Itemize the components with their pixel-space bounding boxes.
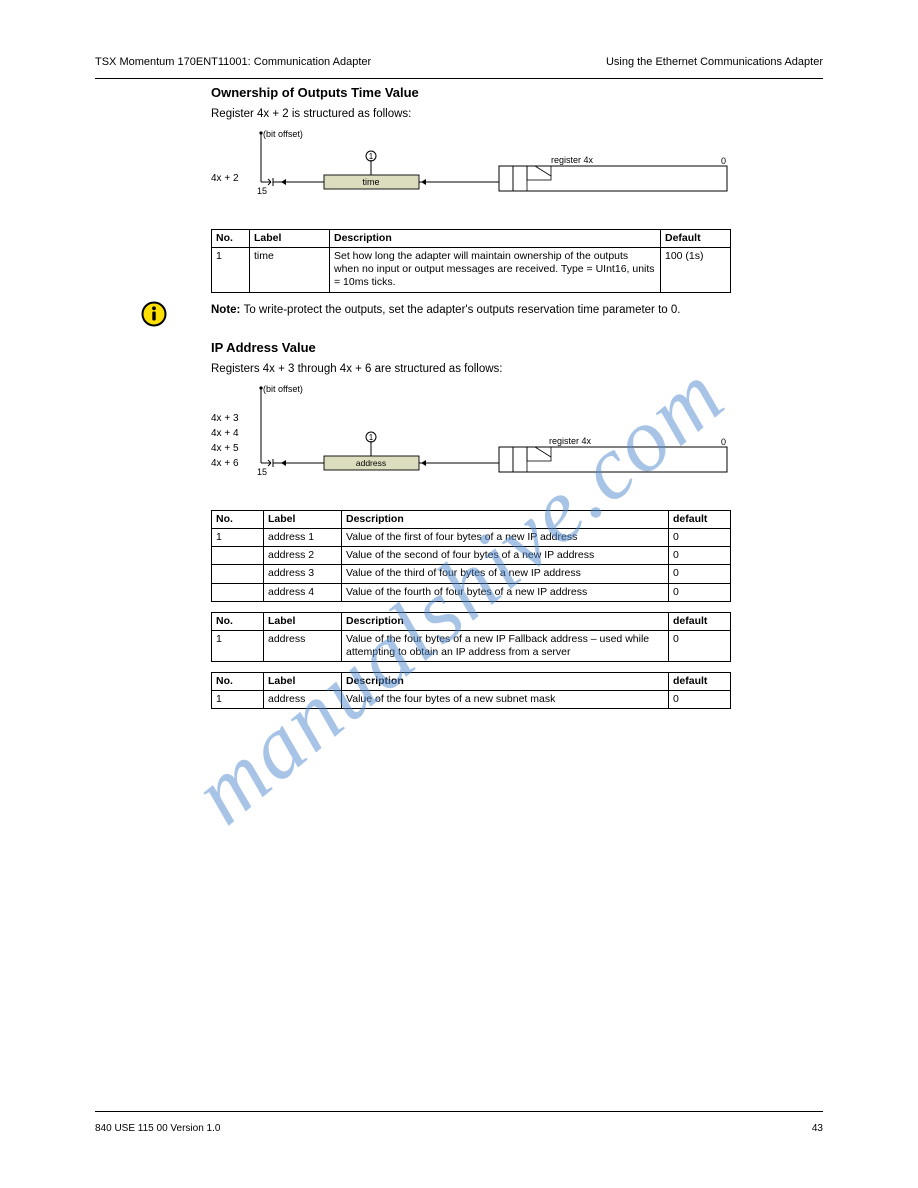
bit-offset-label: (bit offset) [263, 129, 303, 139]
table-header: No. [212, 230, 250, 248]
footer-left: 840 USE 115 00 Version 1.0 [95, 1123, 220, 1134]
section2-diagram: (bit offset) 4x + 3 4x + 4 4x + 5 4x + 6… [211, 381, 731, 497]
section1-intro: Register 4x + 2 is structured as follows… [211, 108, 823, 120]
svg-text:4x + 3: 4x + 3 [211, 413, 239, 424]
svg-text:register 4x: register 4x [549, 436, 592, 446]
svg-text:4x + 5: 4x + 5 [211, 443, 239, 454]
svg-text:4x + 4: 4x + 4 [211, 428, 239, 439]
section2-table-a: No. Label Description default 1address 1… [211, 510, 731, 602]
content-column: Ownership of Outputs Time Value Register… [211, 85, 823, 709]
reg-text: time [362, 177, 379, 187]
section2-heading: IP Address Value [211, 340, 823, 355]
note-block: Note: To write-protect the outputs, set … [211, 303, 823, 319]
table-row: address 2Value of the second of four byt… [212, 547, 731, 565]
section2-table-c: No. Label Description default 1addressVa… [211, 672, 731, 709]
section1-heading: Ownership of Outputs Time Value [211, 85, 823, 100]
section1-diagram: (bit offset) 4x + 2 15 time 1 [211, 126, 731, 216]
table-row: address 4Value of the fourth of four byt… [212, 583, 731, 601]
reg-label: 4x + 2 [211, 173, 239, 184]
note-text: Note: To write-protect the outputs, set … [211, 303, 823, 319]
bit-0: 0 [721, 156, 726, 166]
table-header: Default [661, 230, 731, 248]
footer-rule [95, 1111, 823, 1112]
register-label: register 4x [551, 155, 594, 165]
svg-text:(bit offset): (bit offset) [263, 384, 303, 394]
section2-table-b: No. Label Description default 1addressVa… [211, 612, 731, 662]
svg-text:4x + 6: 4x + 6 [211, 458, 239, 469]
section2-intro: Registers 4x + 3 through 4x + 6 are stru… [211, 363, 823, 375]
header-left: TSX Momentum 170ENT11001: Communication … [95, 56, 371, 68]
info-icon [141, 301, 167, 332]
svg-text:15: 15 [257, 467, 267, 477]
table-row: address 3Value of the third of four byte… [212, 565, 731, 583]
svg-text:address: address [356, 458, 386, 468]
table-header: Label [250, 230, 330, 248]
table-row: 1 time Set how long the adapter will mai… [212, 248, 731, 292]
table-row: 1address 1Value of the first of four byt… [212, 529, 731, 547]
table-header: Description [330, 230, 661, 248]
footer-right: 43 [812, 1123, 823, 1134]
document-page: manualshive.com TSX Momentum 170ENT11001… [0, 0, 918, 1188]
table-row: 1addressValue of the four bytes of a new… [212, 630, 731, 661]
header-rule [95, 78, 823, 79]
table-row: 1addressValue of the four bytes of a new… [212, 691, 731, 709]
header-right: Using the Ethernet Communications Adapte… [606, 56, 823, 68]
svg-text:1: 1 [369, 433, 374, 442]
section1-table: No. Label Description Default 1 time Set… [211, 229, 731, 293]
svg-text:0: 0 [721, 437, 726, 447]
bit-15: 15 [257, 186, 267, 196]
svg-text:1: 1 [369, 152, 374, 161]
